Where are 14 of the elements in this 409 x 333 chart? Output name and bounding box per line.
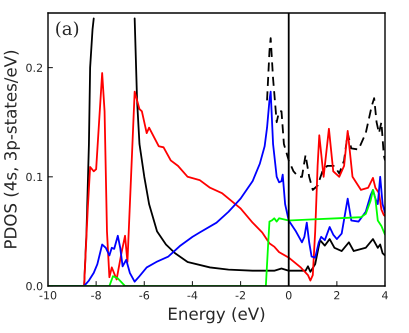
x-tick-label: -4: [187, 291, 198, 300]
x-axis-title: Energy (eV): [168, 307, 264, 324]
y-axis-title: PDOS (4s, 3p-states/eV): [4, 50, 20, 248]
x-tick-label: -6: [139, 291, 150, 300]
y-tick-label: 0.2: [26, 64, 42, 72]
x-tick-label: -10: [39, 291, 56, 300]
x-tick-label: 4: [382, 291, 388, 300]
x-tick-label: -2: [236, 291, 245, 300]
x-tick-label: -8: [91, 291, 101, 300]
x-tick-label: 2: [334, 291, 340, 300]
x-tick-label: 0: [286, 291, 292, 300]
annotation: (a): [56, 21, 78, 38]
y-tick-label: 0.1: [26, 172, 42, 182]
y-tick-label: 0.0: [26, 282, 42, 290]
